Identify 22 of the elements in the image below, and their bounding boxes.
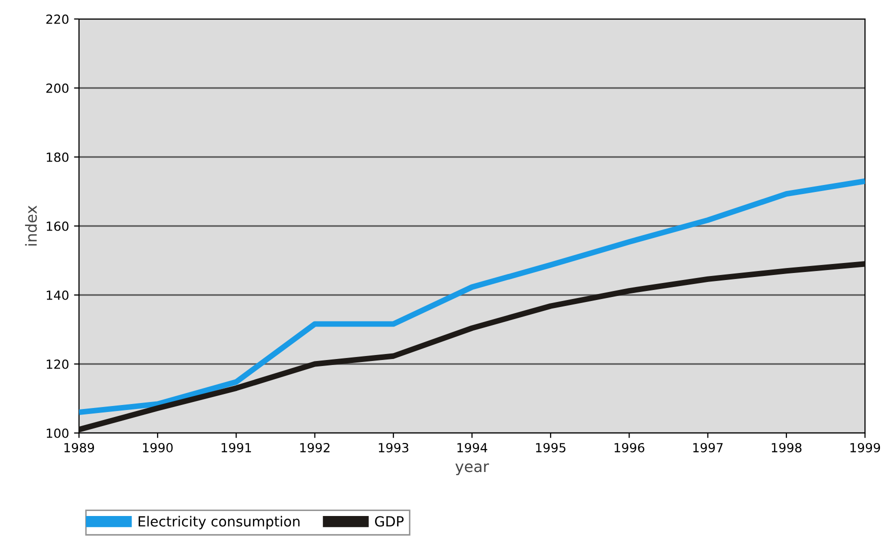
y-tick-label: 180: [46, 152, 68, 162]
x-tick-label: 1993: [378, 442, 408, 452]
y-tick-label: 200: [46, 83, 68, 93]
y-tick-label: 140: [46, 290, 68, 300]
y-tick-label: 120: [46, 359, 68, 369]
x-tick-label: 1995: [536, 442, 566, 452]
x-tick-label: 1997: [693, 442, 723, 452]
y-axis-title: index: [25, 206, 37, 246]
x-tick-label: 1996: [614, 442, 644, 452]
y-tick-label: 100: [46, 428, 68, 438]
y-tick-label: 220: [46, 14, 68, 24]
legend-label: Electricity consumption: [138, 516, 300, 530]
x-tick-label: 1998: [772, 442, 802, 452]
x-tick-label: 1992: [300, 442, 330, 452]
y-tick-label: 160: [46, 221, 68, 231]
x-axis-title: year: [455, 463, 490, 476]
x-tick-label: 1994: [457, 442, 488, 452]
x-tick-label: 1990: [143, 442, 173, 452]
x-tick-label: 1989: [64, 442, 94, 452]
legend-label: GDP: [375, 516, 404, 527]
x-tick-label: 1999: [850, 442, 880, 452]
x-tick-label: 1991: [222, 442, 251, 452]
